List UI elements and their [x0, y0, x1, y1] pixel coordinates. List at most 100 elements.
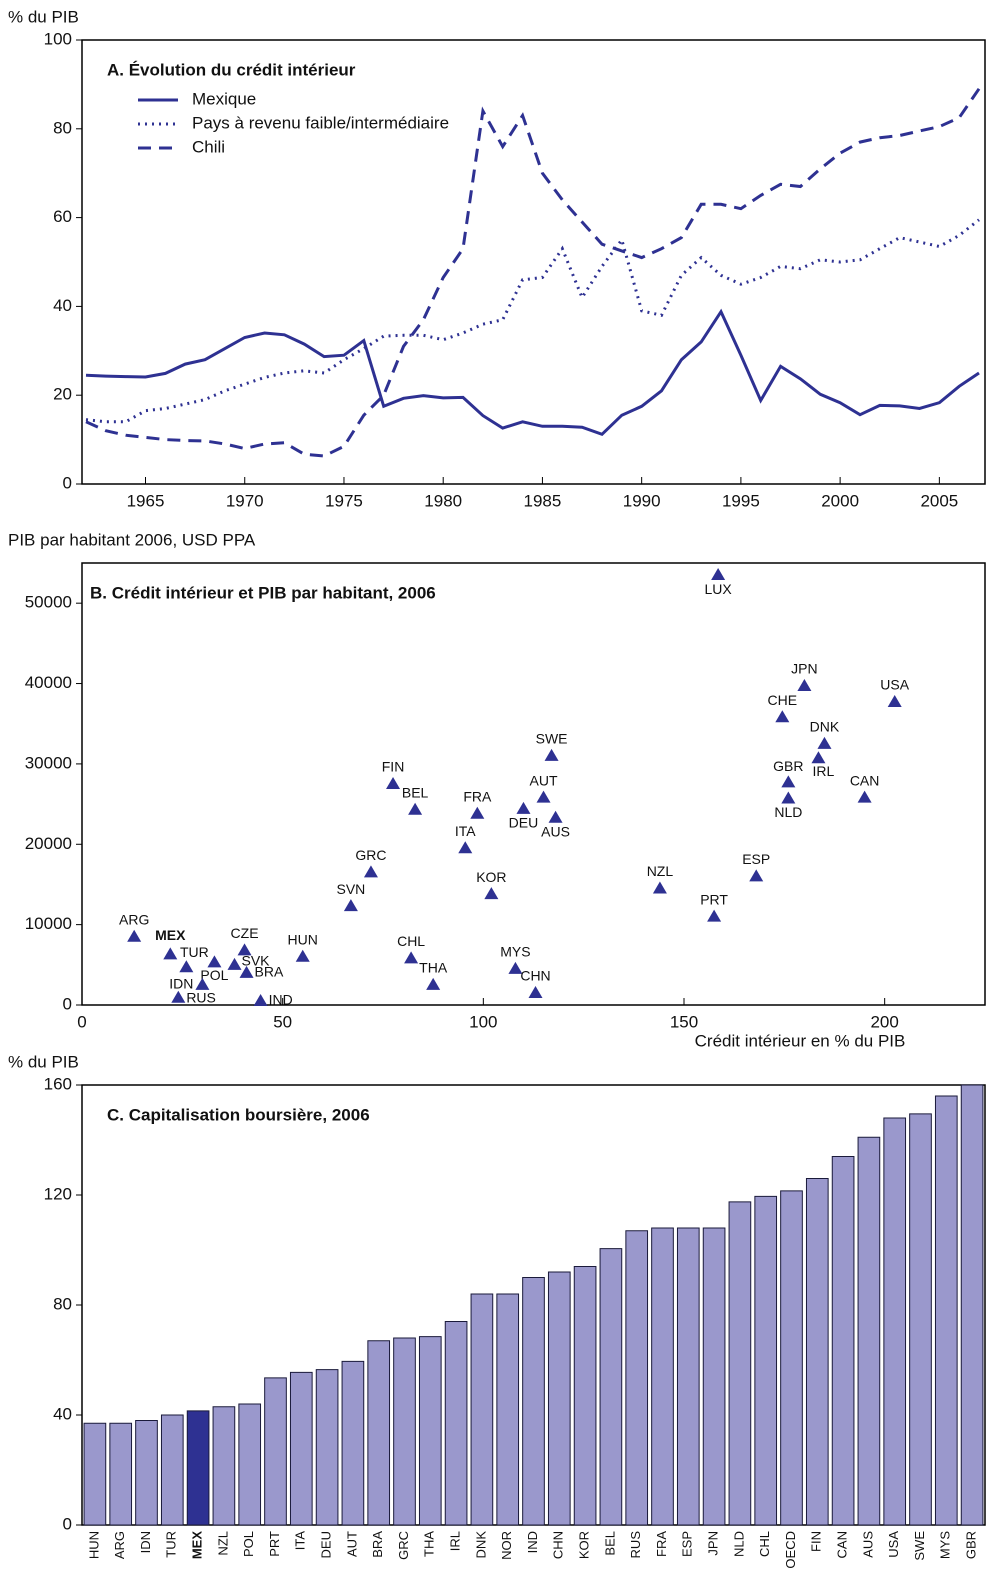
point: [781, 791, 796, 804]
point: [195, 977, 210, 990]
y-axis-label: % du PIB: [8, 1052, 79, 1071]
x-tick-label: ARG: [112, 1531, 127, 1559]
x-tick-label: CAN: [835, 1531, 850, 1558]
point: [404, 951, 419, 964]
x-tick-label: 1990: [623, 491, 661, 510]
x-tick-label: NLD: [731, 1531, 746, 1557]
x-tick-label: THA: [422, 1531, 437, 1557]
bar: [393, 1337, 416, 1526]
point: [857, 790, 872, 803]
point: [426, 977, 441, 990]
point: [363, 865, 378, 878]
point: [239, 965, 254, 978]
x-tick-label: RUS: [628, 1531, 643, 1559]
point: [207, 955, 222, 968]
point: [528, 985, 543, 998]
panel-title: A. Évolution du crédit intérieur: [107, 60, 356, 79]
y-tick-label: 160: [44, 1074, 72, 1093]
point-label: POL: [200, 967, 228, 983]
bar: [315, 1369, 339, 1526]
point-label: IND: [269, 992, 293, 1008]
x-tick-label: BEL: [602, 1531, 617, 1556]
bar: [83, 1422, 107, 1526]
point-label: SVN: [336, 881, 365, 897]
point-label: TUR: [180, 944, 209, 960]
point-label: BRA: [255, 964, 284, 980]
point: [711, 568, 726, 581]
point: [484, 887, 499, 900]
point: [544, 748, 559, 761]
point-label: CHN: [520, 968, 550, 984]
point-label: IDN: [169, 976, 193, 992]
point-label: CZE: [231, 925, 259, 941]
plot-frame: [81, 562, 986, 1006]
point: [536, 790, 551, 803]
x-tick-label: IRL: [448, 1531, 463, 1551]
y-tick-label: 10000: [25, 914, 72, 933]
bar: [960, 1084, 984, 1526]
x-tick-label: FRA: [654, 1531, 669, 1557]
point-label: ITA: [455, 823, 476, 839]
x-tick-label: 2005: [920, 491, 958, 510]
point: [343, 899, 358, 912]
bar: [909, 1113, 932, 1526]
x-tick-label: KOR: [577, 1531, 592, 1559]
point: [781, 775, 796, 788]
x-tick-label: BRA: [370, 1531, 385, 1558]
bar: [934, 1095, 958, 1526]
x-tick-label: SWE: [912, 1531, 927, 1561]
point-label: GBR: [773, 758, 803, 774]
y-tick-label: 80: [53, 1294, 72, 1313]
x-tick-label: POL: [241, 1531, 256, 1557]
bar: [754, 1195, 778, 1526]
point: [237, 943, 252, 956]
point: [508, 961, 523, 974]
point: [749, 869, 764, 882]
point: [253, 993, 268, 1006]
point: [458, 841, 473, 854]
point: [516, 801, 531, 814]
bar: [831, 1156, 855, 1526]
bar: [186, 1410, 210, 1526]
x-tick-label: NOR: [499, 1531, 514, 1560]
x-tick-label: 150: [670, 1012, 698, 1031]
x-tick-label: CHL: [757, 1531, 772, 1557]
point-label: HUN: [288, 931, 318, 947]
x-tick-label: JPN: [706, 1531, 721, 1556]
point-label: NLD: [774, 804, 802, 820]
bar: [857, 1136, 881, 1526]
y-tick-label: 40: [53, 1404, 72, 1423]
bar: [109, 1422, 133, 1526]
point-label: KOR: [476, 869, 506, 885]
point: [548, 810, 563, 823]
point: [163, 947, 178, 960]
point-label: SVK: [242, 953, 271, 969]
x-tick-label: 1965: [127, 491, 165, 510]
point-label: NZL: [647, 863, 674, 879]
x-tick-label: AUT: [344, 1531, 359, 1557]
x-tick-label: DNK: [473, 1531, 488, 1559]
point-label: SWE: [536, 731, 568, 747]
x-tick-label: ITA: [293, 1531, 308, 1551]
y-tick-label: 0: [63, 1514, 72, 1533]
x-tick-label: 200: [870, 1012, 898, 1031]
x-tick-label: IND: [525, 1531, 540, 1553]
panel-title: C. Capitalisation boursière, 2006: [107, 1105, 370, 1124]
y-tick-label: 50000: [25, 593, 72, 612]
point-label: DNK: [810, 719, 840, 735]
point: [887, 695, 902, 708]
bar: [702, 1227, 726, 1526]
point-label: GRC: [355, 847, 386, 863]
point-label: CAN: [850, 772, 880, 788]
x-tick-label: 0: [77, 1012, 86, 1031]
x-tick-label: USA: [886, 1531, 901, 1558]
bar: [444, 1321, 468, 1526]
point-label: LUX: [704, 581, 732, 597]
x-tick-label: PRT: [267, 1531, 282, 1557]
point-label: AUS: [541, 823, 570, 839]
bar: [573, 1266, 597, 1526]
plot-frame: [81, 39, 986, 485]
x-tick-label: MEX: [190, 1531, 205, 1560]
y-tick-label: 40: [53, 296, 72, 315]
